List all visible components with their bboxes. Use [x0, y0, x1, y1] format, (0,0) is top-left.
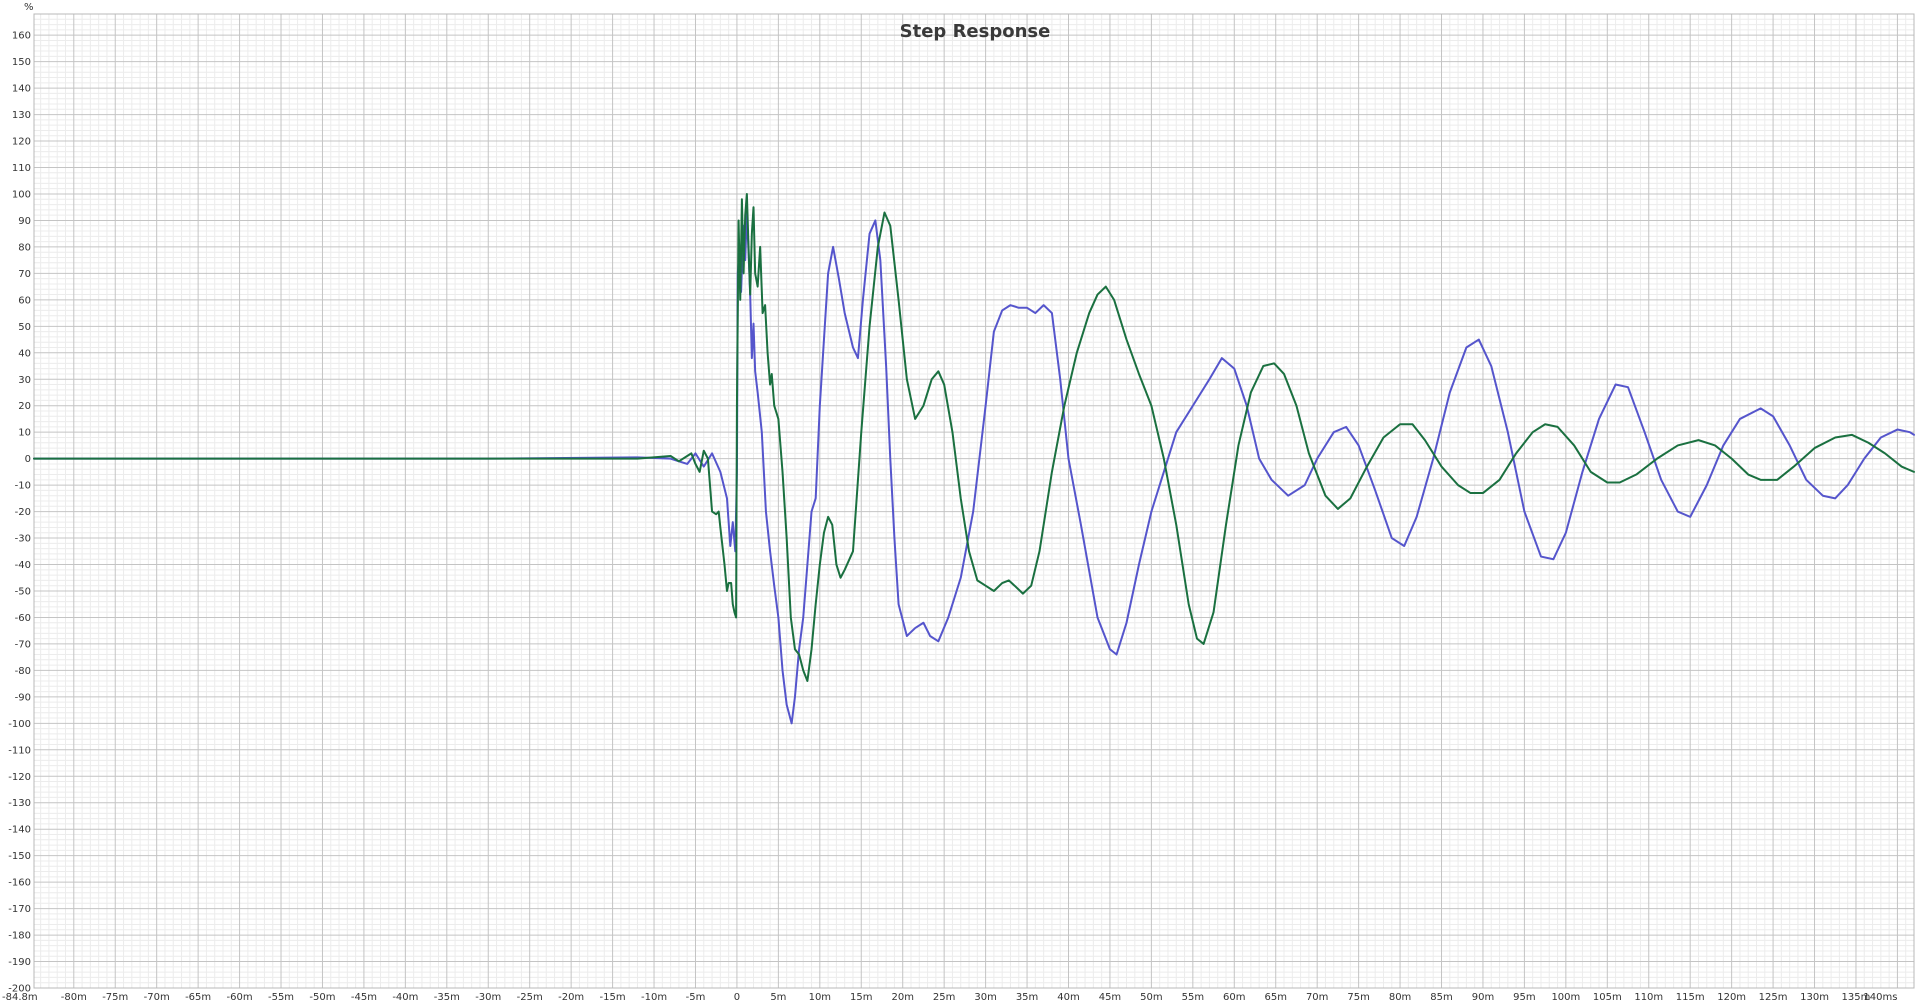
y-tick-label: -170 — [8, 904, 31, 915]
x-tick-label: 75m — [1347, 992, 1369, 1003]
x-tick-label: 120m — [1717, 992, 1746, 1003]
minor-gridlines — [34, 13, 1915, 988]
chart-title: Step Response — [900, 21, 1051, 42]
x-tick-label: -15m — [600, 992, 626, 1003]
y-tick-label: -110 — [8, 745, 31, 756]
x-tick-label: -20m — [558, 992, 584, 1003]
x-tick-label: -5m — [686, 992, 706, 1003]
x-tick-label: 20m — [891, 992, 913, 1003]
x-tick-label: 70m — [1306, 992, 1328, 1003]
y-tick-label: -120 — [8, 772, 31, 783]
y-tick-label: 130 — [12, 110, 31, 121]
y-axis-unit-label: % — [24, 2, 34, 13]
y-tick-label: -60 — [15, 613, 31, 624]
x-tick-label: 55m — [1182, 992, 1204, 1003]
y-tick-label: -30 — [15, 534, 31, 545]
y-tick-label: -80 — [15, 666, 31, 677]
y-tick-label: 50 — [18, 322, 31, 333]
y-tick-label: -100 — [8, 719, 31, 730]
series-line-2 — [33, 192, 1915, 682]
x-tick-label: -45m — [351, 992, 377, 1003]
x-tick-label: -80m — [61, 992, 87, 1003]
x-tick-label: -30m — [475, 992, 501, 1003]
x-tick-label: 125m — [1759, 992, 1788, 1003]
y-tick-label: 70 — [18, 269, 31, 280]
x-tick-labels: -84.8m -80m -75m -70m -65m -60m -55m -50m -45m -4… — [2, 992, 1897, 1003]
y-tick-label: 60 — [18, 295, 31, 306]
x-tick-label: -75m — [102, 992, 128, 1003]
x-tick-label: 45m — [1099, 992, 1121, 1003]
y-tick-label: 110 — [12, 163, 31, 174]
x-tick-label: 100m — [1551, 992, 1580, 1003]
y-tick-label: 120 — [12, 137, 31, 148]
x-tick-label: 85m — [1430, 992, 1452, 1003]
y-tick-label: 150 — [12, 57, 31, 68]
x-tick-label: 140ms — [1863, 992, 1897, 1003]
y-tick-label: -200 — [8, 984, 31, 995]
y-tick-label: -70 — [15, 639, 31, 650]
x-tick-label: 90m — [1472, 992, 1494, 1003]
x-tick-label: -40m — [392, 992, 418, 1003]
x-tick-label: 0 — [734, 992, 740, 1003]
x-tick-label: 60m — [1223, 992, 1245, 1003]
major-gridlines — [33, 13, 1915, 989]
y-tick-labels: 1601501401301201101009080706050403020100… — [8, 31, 31, 995]
x-tick-label: -50m — [309, 992, 335, 1003]
x-tick-label: -84.8m — [2, 992, 38, 1003]
y-tick-label: 10 — [18, 428, 31, 439]
series-line-1 — [33, 211, 1915, 725]
x-tick-label: 50m — [1140, 992, 1162, 1003]
y-tick-label: 0 — [25, 454, 31, 465]
x-tick-label: 80m — [1389, 992, 1411, 1003]
x-tick-label: 30m — [974, 992, 996, 1003]
y-tick-label: -140 — [8, 825, 31, 836]
y-tick-label: -180 — [8, 931, 31, 942]
x-tick-label: -10m — [641, 992, 667, 1003]
y-tick-label: 140 — [12, 84, 31, 95]
x-tick-label: -35m — [434, 992, 460, 1003]
x-tick-label: 25m — [933, 992, 955, 1003]
y-tick-label: 30 — [18, 375, 31, 386]
x-tick-label: -60m — [227, 992, 253, 1003]
y-tick-label: -90 — [15, 692, 31, 703]
x-tick-label: 40m — [1057, 992, 1079, 1003]
y-tick-label: -190 — [8, 957, 31, 968]
y-tick-label: 80 — [18, 242, 31, 253]
x-tick-label: 15m — [850, 992, 872, 1003]
x-tick-label: 35m — [1016, 992, 1038, 1003]
x-tick-label: 65m — [1264, 992, 1286, 1003]
x-tick-label: 135m — [1842, 992, 1871, 1003]
x-tick-label: 115m — [1676, 992, 1705, 1003]
y-tick-label: -40 — [15, 560, 31, 571]
x-tick-label: 95m — [1513, 992, 1535, 1003]
y-tick-label: 100 — [12, 189, 31, 200]
x-tick-label: -65m — [185, 992, 211, 1003]
y-tick-label: -150 — [8, 851, 31, 862]
x-tick-label: 5m — [770, 992, 786, 1003]
plot-frame — [33, 13, 1915, 989]
y-tick-label: 90 — [18, 216, 31, 227]
y-tick-label: 160 — [12, 31, 31, 42]
y-tick-label: 20 — [18, 401, 31, 412]
y-tick-label: -50 — [15, 586, 31, 597]
series-layer — [33, 192, 1915, 725]
x-tick-label: 110m — [1634, 992, 1663, 1003]
y-tick-label: -10 — [15, 481, 31, 492]
x-tick-label: 105m — [1593, 992, 1622, 1003]
y-tick-label: -20 — [15, 507, 31, 518]
x-tick-label: -70m — [144, 992, 170, 1003]
x-tick-label: 130m — [1800, 992, 1829, 1003]
y-tick-label: -160 — [8, 878, 31, 889]
x-tick-label: -55m — [268, 992, 294, 1003]
y-tick-label: 40 — [18, 348, 31, 359]
x-tick-label: -25m — [517, 992, 543, 1003]
y-tick-label: -130 — [8, 798, 31, 809]
x-tick-label: 10m — [809, 992, 831, 1003]
